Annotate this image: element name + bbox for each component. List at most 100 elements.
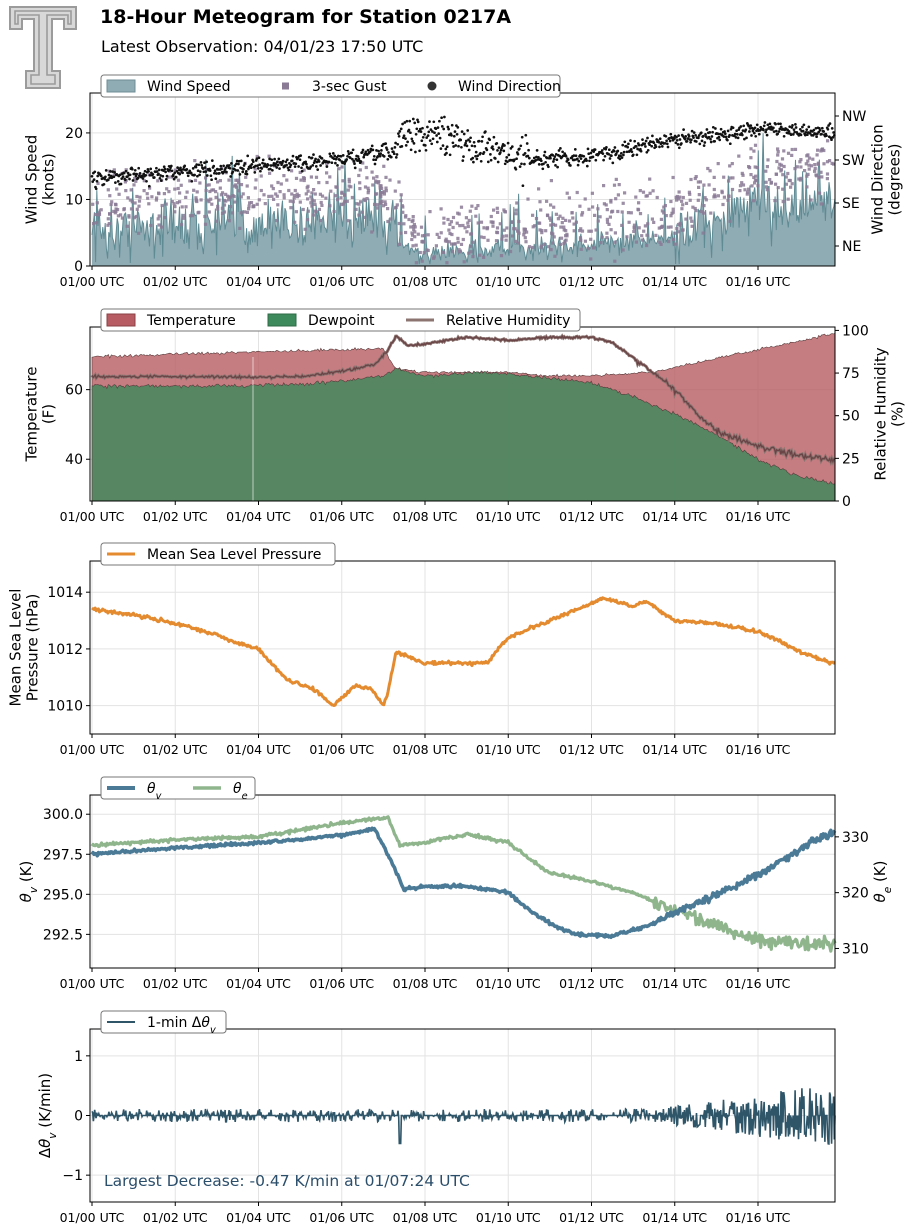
gust-point	[167, 190, 171, 194]
wind-direction-point	[763, 121, 767, 124]
wind-direction-point	[801, 129, 805, 133]
wind-direction-point	[454, 144, 458, 147]
wind-direction-point	[91, 180, 95, 183]
wind-direction-point	[416, 118, 419, 122]
gust-point	[514, 212, 518, 216]
wind-direction-point	[372, 158, 375, 162]
gust-point	[680, 228, 685, 232]
wind-direction-point	[702, 134, 705, 138]
gust-point	[690, 224, 694, 228]
gust-point	[397, 221, 401, 226]
y2-axis-label-line: Relative Humidity	[872, 347, 890, 480]
wind-direction-point	[304, 160, 308, 164]
gust-point	[756, 184, 760, 188]
gust-point	[799, 165, 803, 169]
wind-direction-point	[772, 126, 775, 130]
gust-point	[306, 197, 310, 201]
gust-point	[314, 175, 319, 179]
wind-direction-point	[109, 170, 112, 173]
gust-point	[375, 203, 379, 207]
gust-point	[781, 173, 785, 177]
wind-direction-point	[193, 173, 196, 177]
gust-point	[558, 242, 563, 246]
wind-direction-point	[341, 154, 345, 157]
wind-direction-point	[749, 124, 753, 127]
gust-point	[500, 237, 504, 241]
wind-direction-point	[122, 171, 126, 175]
gust-point	[332, 209, 336, 214]
wind-direction-point	[336, 154, 340, 158]
wind-direction-point	[676, 143, 680, 146]
gust-point	[293, 220, 297, 224]
gust-point	[216, 207, 220, 211]
wind-direction-point	[238, 173, 242, 176]
wind-direction-point	[443, 115, 446, 119]
gust-point	[526, 197, 530, 201]
gust-point	[306, 209, 310, 213]
wind-direction-point	[332, 157, 336, 161]
gust-point	[194, 198, 198, 202]
wind-direction-point	[435, 134, 438, 137]
wind-direction-point	[202, 170, 206, 174]
wind-direction-point	[334, 161, 337, 165]
wind-direction-point	[289, 163, 293, 167]
wind-direction-point	[618, 157, 622, 161]
wind-direction-point	[307, 155, 311, 159]
legend-box	[100, 542, 336, 566]
wind-direction-point	[427, 130, 431, 134]
wind-direction-point	[700, 139, 704, 143]
gust-point	[173, 210, 177, 214]
wind-direction-point	[120, 177, 124, 180]
x-tick-label: 01/10 UTC	[476, 509, 541, 524]
wind-direction-point	[271, 168, 274, 172]
wind-direction-point	[103, 177, 107, 181]
gust-point	[567, 219, 572, 223]
wind-direction-point	[205, 160, 208, 164]
gust-point	[435, 232, 439, 236]
gust-point	[593, 213, 597, 217]
wind-direction-point	[181, 171, 184, 175]
gust-point	[458, 224, 462, 228]
gust-point	[551, 222, 555, 226]
gust-point	[365, 176, 369, 180]
gust-point	[678, 223, 682, 227]
gust-point	[614, 177, 618, 181]
wind-direction-point	[541, 167, 545, 171]
page-subtitle: Latest Observation: 04/01/23 17:50 UTC	[101, 37, 424, 56]
gust-point	[638, 212, 643, 216]
gust-point	[324, 196, 328, 200]
gust-point	[400, 204, 404, 208]
gust-point	[341, 179, 345, 183]
wind-direction-point	[526, 154, 530, 158]
gust-point	[790, 147, 794, 152]
gust-point	[341, 202, 345, 206]
wind-direction-point	[739, 125, 743, 128]
wind-direction-point	[309, 165, 313, 169]
y-axis-label: θv (K)	[17, 861, 40, 903]
gust-point	[310, 204, 314, 208]
gust-point	[678, 221, 682, 225]
gust-point	[208, 189, 212, 194]
y-tick-label: 1014	[47, 585, 83, 601]
wind-direction-point	[177, 168, 181, 172]
wind-direction-point	[646, 148, 650, 152]
gust-point	[249, 201, 254, 205]
wind-direction-point	[664, 134, 668, 138]
wind-direction-point	[114, 181, 117, 184]
gust-point	[399, 231, 403, 235]
gust-point	[360, 210, 364, 214]
gust-point	[510, 234, 514, 238]
legend-label: θe	[233, 781, 248, 802]
gust-point	[580, 213, 584, 217]
gust-point	[687, 190, 691, 194]
gust-point	[552, 235, 556, 239]
wind-direction-point	[285, 158, 289, 162]
gust-point	[216, 204, 220, 208]
gust-point	[677, 190, 681, 194]
gust-point	[706, 166, 710, 171]
wind-direction-point	[246, 154, 250, 158]
wind-direction-point	[130, 167, 134, 171]
gust-point	[298, 200, 302, 204]
wind-direction-point	[713, 139, 717, 143]
wind-direction-point	[399, 127, 403, 131]
